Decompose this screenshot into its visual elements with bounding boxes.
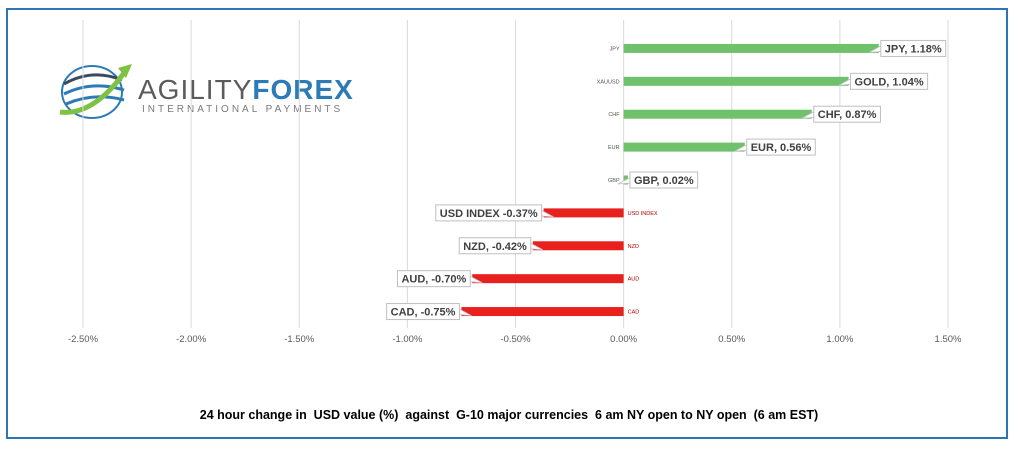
bar — [472, 274, 624, 284]
x-tick-label: 1.00% — [826, 334, 853, 345]
data-label-box — [629, 171, 699, 189]
logo-subtitle: INTERNATIONAL PAYMENTS — [142, 104, 344, 115]
x-tick-label: 0.00% — [610, 334, 637, 345]
y-category-label: CAD — [628, 310, 640, 316]
y-category-label: XAUUSD — [597, 79, 620, 85]
chart-frame: AGILITYFOREX INTERNATIONAL PAYMENTS -2.5… — [6, 8, 1008, 439]
y-category-label: GBP — [608, 178, 620, 184]
bar — [543, 208, 624, 218]
bar — [623, 109, 812, 119]
data-label: JPY, 1.18% — [885, 43, 942, 55]
bar — [623, 76, 849, 86]
bar — [623, 142, 745, 152]
data-label: GOLD, 1.04% — [855, 76, 924, 88]
logo-word-agility: AGILITY — [138, 74, 253, 105]
data-label: USD INDEX -0.37% — [440, 208, 538, 220]
bar — [461, 307, 624, 317]
logo-word-forex: FOREX — [252, 74, 354, 105]
bar — [623, 43, 879, 53]
x-tick-label: 1.50% — [935, 334, 962, 345]
data-label: GBP, 0.02% — [634, 175, 694, 187]
x-tick-label: -1.50% — [284, 334, 315, 345]
logo-wordmark: AGILITYFOREX — [138, 74, 354, 106]
data-label: AUD, -0.70% — [401, 274, 466, 286]
data-label-box — [396, 270, 471, 288]
data-label: CAD, -0.75% — [391, 307, 456, 319]
globe-swoosh-icon — [59, 64, 132, 119]
y-category-label: AUD — [628, 277, 640, 283]
data-label-box — [458, 237, 532, 255]
x-tick-label: 0.50% — [718, 334, 745, 345]
data-label-box — [435, 204, 543, 222]
data-label-box — [850, 72, 929, 90]
data-label-box — [813, 105, 881, 123]
bar — [532, 241, 624, 251]
x-tick-label: -0.50% — [500, 334, 531, 345]
y-category-label: JPY — [610, 46, 620, 52]
chart-caption: 24 hour change in USD value (%) against … — [199, 408, 819, 422]
company-logo: AGILITYFOREX INTERNATIONAL PAYMENTS — [56, 54, 353, 124]
data-label: NZD, -0.42% — [463, 241, 527, 253]
x-tick-label: -2.00% — [176, 334, 207, 345]
x-tick-label: -1.00% — [392, 334, 423, 345]
data-label: CHF, 0.87% — [818, 109, 877, 121]
y-category-label: USD INDEX — [628, 211, 658, 217]
y-category-label: NZD — [628, 244, 639, 250]
currency-bar-chart: -2.50% -2.00% -1.50% -1.00% -0.50% 0.00% 0.50%… — [68, 20, 962, 345]
y-category-label: EUR — [608, 145, 620, 151]
x-tick-label: -2.50% — [68, 334, 99, 345]
y-category-label: CHF — [608, 112, 620, 118]
data-label: EUR, 0.56% — [751, 142, 812, 154]
data-label-box — [386, 303, 460, 321]
data-label-box — [880, 39, 947, 57]
data-label-box — [746, 138, 816, 156]
